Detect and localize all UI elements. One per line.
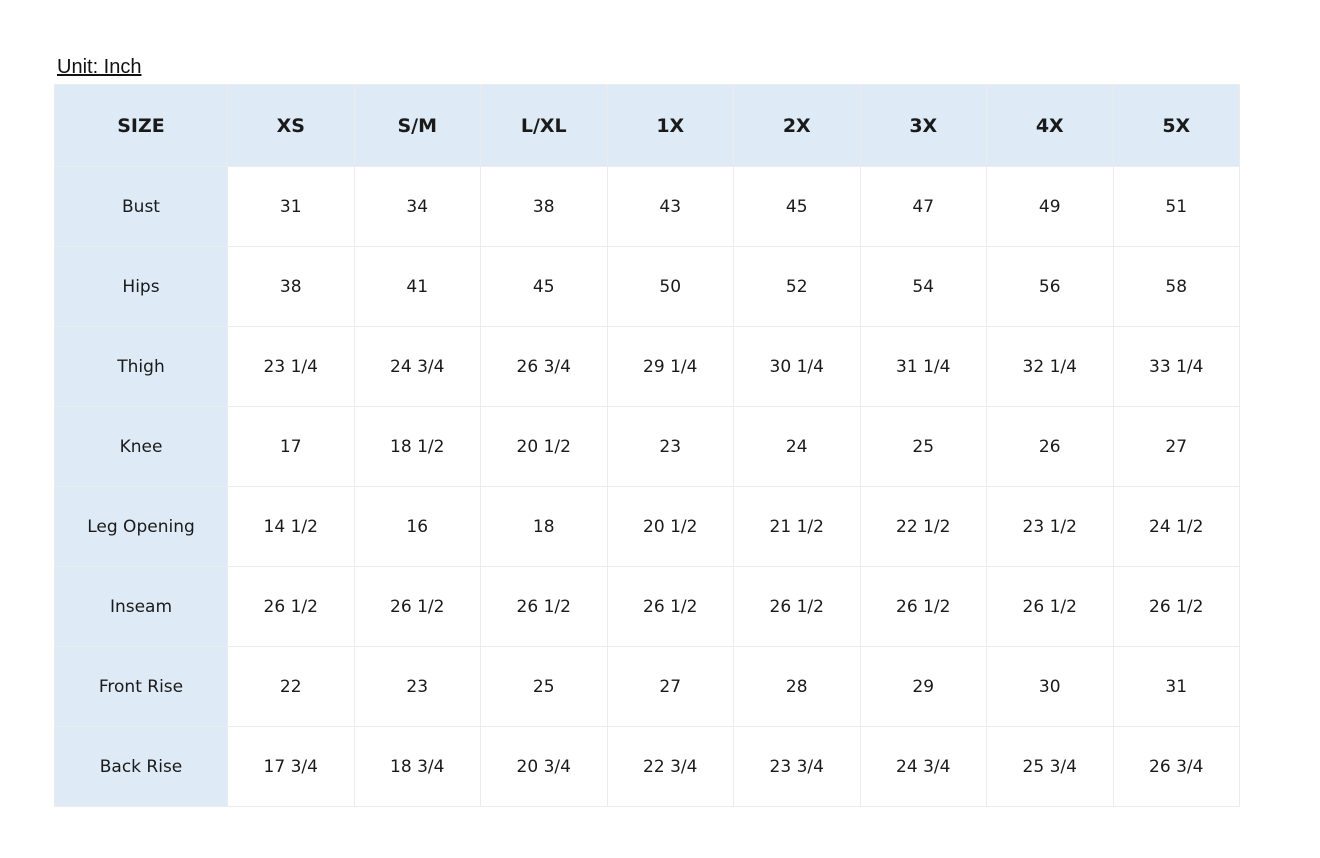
size-column-header: 3X <box>859 84 987 167</box>
measurement-cell: 31 <box>227 166 355 247</box>
size-column-header: 2X <box>733 84 861 167</box>
measurement-cell: 26 3/4 <box>1112 726 1240 807</box>
measurement-cell: 25 3/4 <box>986 726 1114 807</box>
table-row: Thigh 23 1/4 24 3/4 26 3/4 29 1/4 30 1/4 31 1/… <box>54 326 1240 407</box>
measurement-cell: 18 <box>480 486 608 567</box>
measurement-cell: 26 1/2 <box>227 566 355 647</box>
measurement-cell: 49 <box>986 166 1114 247</box>
row-label: Back Rise <box>54 726 228 807</box>
size-header: SIZE <box>54 84 228 167</box>
measurement-cell: 24 <box>733 406 861 487</box>
row-label: Thigh <box>54 326 228 407</box>
row-label: Inseam <box>54 566 228 647</box>
size-column-header: 5X <box>1112 84 1240 167</box>
table-row: Back Rise 17 3/4 18 3/4 20 3/4 22 3/4 23 3/4 2… <box>54 726 1240 807</box>
header-row: SIZE XS S/M L/XL 1X 2X 3X 4X 5X <box>54 84 1240 167</box>
measurement-cell: 23 3/4 <box>733 726 861 807</box>
measurement-cell: 30 1/4 <box>733 326 861 407</box>
measurement-cell: 26 3/4 <box>480 326 608 407</box>
row-label: Bust <box>54 166 228 247</box>
measurement-cell: 27 <box>606 646 734 727</box>
measurement-cell: 56 <box>986 246 1114 327</box>
measurement-cell: 23 <box>606 406 734 487</box>
measurement-cell: 38 <box>480 166 608 247</box>
size-column-header: XS <box>227 84 355 167</box>
measurement-cell: 25 <box>480 646 608 727</box>
measurement-cell: 52 <box>733 246 861 327</box>
measurement-cell: 50 <box>606 246 734 327</box>
measurement-cell: 22 1/2 <box>859 486 987 567</box>
measurement-cell: 27 <box>1112 406 1240 487</box>
measurement-cell: 26 1/2 <box>859 566 987 647</box>
measurement-cell: 51 <box>1112 166 1240 247</box>
measurement-cell: 31 1/4 <box>859 326 987 407</box>
measurement-cell: 26 1/2 <box>480 566 608 647</box>
measurement-cell: 26 <box>986 406 1114 487</box>
measurement-cell: 24 3/4 <box>859 726 987 807</box>
measurement-cell: 29 1/4 <box>606 326 734 407</box>
measurement-cell: 26 1/2 <box>606 566 734 647</box>
table-body: Bust 31 34 38 43 45 47 49 51 Hips 38 41 45 50 52 54 56 58… <box>54 166 1240 807</box>
measurement-cell: 30 <box>986 646 1114 727</box>
measurement-cell: 23 <box>353 646 481 727</box>
measurement-cell: 54 <box>859 246 987 327</box>
measurement-cell: 14 1/2 <box>227 486 355 567</box>
measurement-cell: 26 1/2 <box>353 566 481 647</box>
measurement-cell: 22 <box>227 646 355 727</box>
measurement-cell: 20 1/2 <box>480 406 608 487</box>
measurement-cell: 31 <box>1112 646 1240 727</box>
measurement-cell: 34 <box>353 166 481 247</box>
measurement-cell: 21 1/2 <box>733 486 861 567</box>
size-column-header: 1X <box>606 84 734 167</box>
size-column-header: S/M <box>353 84 481 167</box>
measurement-cell: 24 1/2 <box>1112 486 1240 567</box>
measurement-cell: 47 <box>859 166 987 247</box>
row-label: Knee <box>54 406 228 487</box>
table-row: Bust 31 34 38 43 45 47 49 51 <box>54 166 1240 247</box>
table-row: Front Rise 22 23 25 27 28 29 30 31 <box>54 646 1240 727</box>
measurement-cell: 26 1/2 <box>1112 566 1240 647</box>
row-label: Leg Opening <box>54 486 228 567</box>
measurement-cell: 22 3/4 <box>606 726 734 807</box>
measurement-cell: 24 3/4 <box>353 326 481 407</box>
table-row: Leg Opening 14 1/2 16 18 20 1/2 21 1/2 22 1/2 2… <box>54 486 1240 567</box>
measurement-cell: 33 1/4 <box>1112 326 1240 407</box>
measurement-cell: 20 1/2 <box>606 486 734 567</box>
measurement-cell: 16 <box>353 486 481 567</box>
measurement-cell: 23 1/2 <box>986 486 1114 567</box>
measurement-cell: 23 1/4 <box>227 326 355 407</box>
unit-label: Unit: Inch <box>57 56 142 78</box>
measurement-cell: 43 <box>606 166 734 247</box>
table-row: Hips 38 41 45 50 52 54 56 58 <box>54 246 1240 327</box>
table-row: Knee 17 18 1/2 20 1/2 23 24 25 26 27 <box>54 406 1240 487</box>
size-column-header: L/XL <box>480 84 608 167</box>
measurement-cell: 26 1/2 <box>986 566 1114 647</box>
size-column-header: 4X <box>986 84 1114 167</box>
measurement-cell: 17 3/4 <box>227 726 355 807</box>
row-label: Hips <box>54 246 228 327</box>
measurement-cell: 58 <box>1112 246 1240 327</box>
size-chart-table: SIZE XS S/M L/XL 1X 2X 3X 4X 5X Bust 31 34 38 43 45 47… <box>54 84 1240 807</box>
measurement-cell: 26 1/2 <box>733 566 861 647</box>
measurement-cell: 28 <box>733 646 861 727</box>
measurement-cell: 45 <box>480 246 608 327</box>
measurement-cell: 25 <box>859 406 987 487</box>
measurement-cell: 18 3/4 <box>353 726 481 807</box>
measurement-cell: 20 3/4 <box>480 726 608 807</box>
row-label: Front Rise <box>54 646 228 727</box>
measurement-cell: 29 <box>859 646 987 727</box>
measurement-cell: 41 <box>353 246 481 327</box>
measurement-cell: 32 1/4 <box>986 326 1114 407</box>
measurement-cell: 17 <box>227 406 355 487</box>
measurement-cell: 45 <box>733 166 861 247</box>
measurement-cell: 18 1/2 <box>353 406 481 487</box>
table-row: Inseam 26 1/2 26 1/2 26 1/2 26 1/2 26 1/2 26 1… <box>54 566 1240 647</box>
measurement-cell: 38 <box>227 246 355 327</box>
